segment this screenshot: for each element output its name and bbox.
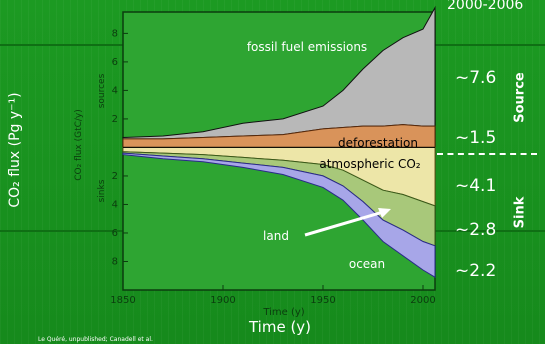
- right-value-fossil: ~7.6: [455, 68, 497, 88]
- ocean-label: ocean: [349, 257, 385, 271]
- outer-y-axis-label: CO₂ flux (Pg y⁻¹): [7, 92, 23, 208]
- source-credit: Le Quéré, unpublished; Canadell et al.: [38, 336, 153, 343]
- y-tick-label: 4: [112, 199, 118, 210]
- y-tick-label: 4: [112, 85, 118, 96]
- land-arrow-head: [378, 208, 391, 218]
- inner-y-axis-label: CO₂ flux (GtC/y): [74, 109, 84, 181]
- x-tick-label: 1850: [110, 295, 135, 306]
- land-label: land: [263, 229, 289, 243]
- deforestation-label: deforestation: [338, 136, 418, 150]
- right-value-deforestation: ~1.5: [455, 128, 497, 148]
- right-value-land: ~2.8: [455, 220, 497, 240]
- sinks-axis-label: sinks: [97, 179, 107, 203]
- x-tick-label: 2000: [410, 295, 435, 306]
- right-value-atmospheric: ~4.1: [455, 176, 497, 196]
- y-tick-label: 2: [112, 171, 118, 182]
- y-tick-label: 8: [112, 256, 118, 267]
- fossil-fuel-label: fossil fuel emissions: [247, 40, 367, 54]
- x-tick-label: 1900: [210, 295, 235, 306]
- outer-x-axis-label: Time (y): [248, 318, 312, 336]
- y-tick-label: 2: [112, 114, 118, 125]
- land-arrow-line: [304, 210, 384, 237]
- area-layers: [122, 5, 436, 279]
- inner-x-axis-label: Time (y): [263, 307, 305, 318]
- right-value-ocean: ~2.2: [455, 261, 497, 281]
- y-tick-label: 8: [112, 28, 118, 39]
- series-annotations: fossil fuel emissions deforestation atmosp…: [247, 40, 421, 271]
- atmospheric-co2-label: atmospheric CO₂: [319, 157, 420, 171]
- y-tick-label: 6: [112, 228, 118, 239]
- source-sink-divider: [437, 153, 537, 155]
- sources-axis-label: sources: [97, 73, 107, 109]
- source-group-label: Source: [512, 72, 528, 123]
- period-label: 2000-2006: [447, 0, 524, 13]
- x-tick-label: 1950: [310, 295, 335, 306]
- sink-group-label: Sink: [512, 196, 528, 229]
- y-tick-label: 6: [112, 57, 118, 68]
- axis-ticks: 1850 1900 1950 2000 8 6 4 2 2 4 6 8: [110, 28, 435, 306]
